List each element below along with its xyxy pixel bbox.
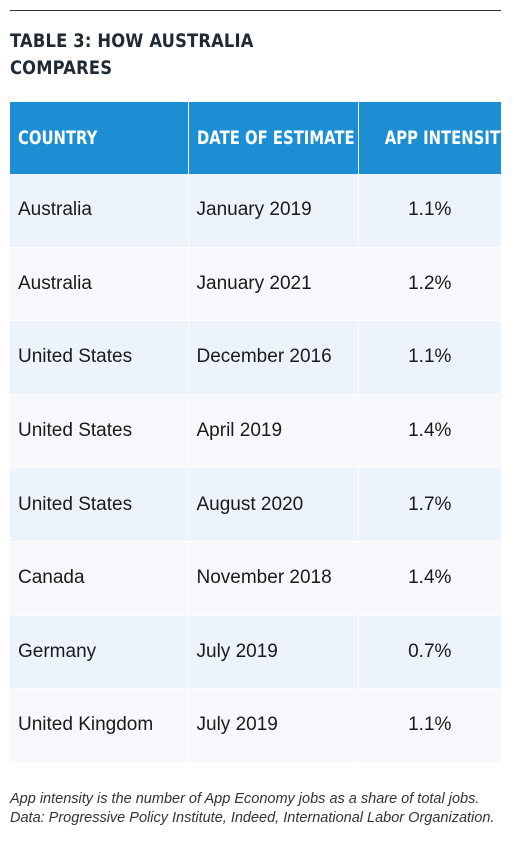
table-row: United States August 2020 1.7% (10, 467, 501, 542)
table-row: United States April 2019 1.4% (10, 394, 501, 469)
cell-date: April 2019 (188, 394, 359, 469)
table-row: Australia January 2019 1.1% (10, 174, 501, 248)
title-line-1: TABLE 3: HOW AUSTRALIA (10, 30, 254, 52)
cell-country: United States (10, 467, 189, 542)
cell-app-intensity: 1.7% (358, 467, 501, 542)
cell-country: United Kingdom (10, 688, 189, 763)
column-header-app-intensity: APP INTENSITY (358, 102, 510, 174)
cell-app-intensity: 1.1% (358, 688, 501, 763)
cell-app-intensity: 0.7% (358, 615, 501, 690)
cell-country: Australia (10, 247, 189, 322)
cell-app-intensity: 1.2% (358, 247, 501, 322)
table-title: TABLE 3: HOW AUSTRALIA COMPARES (10, 28, 268, 82)
cell-date: November 2018 (188, 541, 359, 616)
column-header-country: COUNTRY (10, 102, 189, 174)
cell-app-intensity: 1.4% (358, 394, 501, 469)
cell-date: August 2020 (188, 467, 359, 542)
top-divider (10, 10, 501, 11)
table-row: United Kingdom July 2019 1.1% (10, 688, 501, 763)
title-line-2: COMPARES (10, 57, 113, 79)
cell-country: Australia (10, 174, 189, 248)
footnote: App intensity is the number of App Econo… (10, 791, 495, 826)
cell-app-intensity: 1.1% (358, 320, 501, 395)
table-row: Germany July 2019 0.7% (10, 615, 501, 690)
cell-app-intensity: 1.4% (358, 541, 501, 616)
cell-country: Germany (10, 615, 189, 690)
table-row: United States December 2016 1.1% (10, 320, 501, 395)
cell-date: December 2016 (188, 320, 359, 395)
cell-date: July 2019 (188, 688, 359, 763)
cell-country: United States (10, 320, 189, 395)
header-row: COUNTRY DATE OF ESTIMATE APP INTENSITY (10, 102, 510, 174)
cell-date: January 2019 (188, 174, 359, 248)
cell-country: Canada (10, 541, 189, 616)
cell-date: January 2021 (188, 247, 359, 322)
table-row: Canada November 2018 1.4% (10, 541, 501, 616)
cell-app-intensity: 1.1% (358, 174, 501, 248)
comparison-table: COUNTRY DATE OF ESTIMATE APP INTENSITY A… (10, 102, 510, 763)
table-row: Australia January 2021 1.2% (10, 247, 501, 322)
column-header-date: DATE OF ESTIMATE (188, 102, 359, 174)
cell-country: United States (10, 394, 189, 469)
cell-date: July 2019 (188, 615, 359, 690)
